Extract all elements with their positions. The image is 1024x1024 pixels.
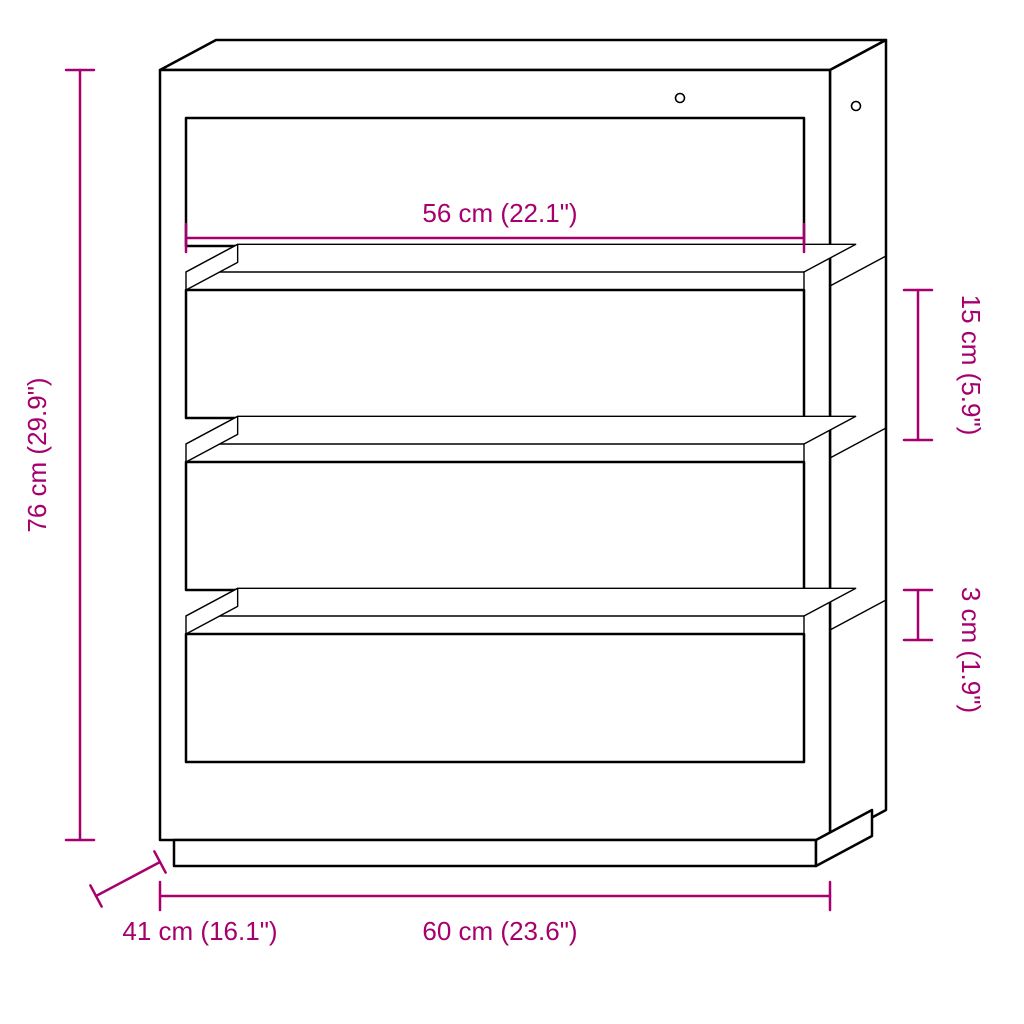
dim-gap: 3 cm (1.9") xyxy=(956,587,986,713)
dim-drawer-height: 15 cm (5.9") xyxy=(956,295,986,436)
dim-drawer-width: 56 cm (22.1") xyxy=(422,198,577,228)
drawer xyxy=(186,244,886,418)
dim-depth: 41 cm (16.1") xyxy=(122,916,277,946)
drawer xyxy=(186,416,886,590)
dim-width: 60 cm (23.6") xyxy=(422,916,577,946)
drawer xyxy=(186,588,886,762)
dim-height: 76 cm (29.9") xyxy=(22,377,52,532)
cabinet-body xyxy=(160,40,886,866)
